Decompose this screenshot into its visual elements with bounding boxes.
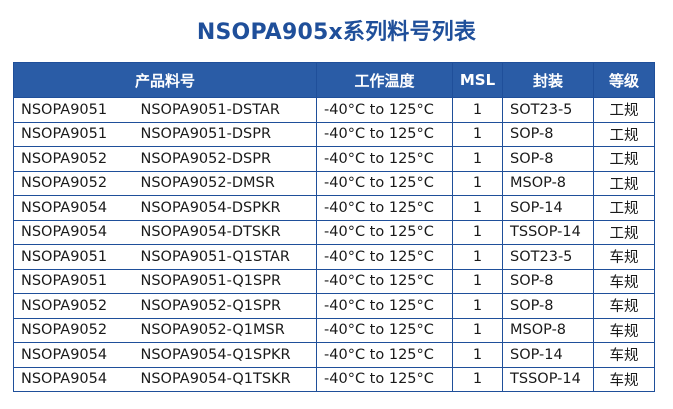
cell-msl: 1 <box>452 97 504 123</box>
cell-grade: 工规 <box>593 146 656 172</box>
cell-msl: 1 <box>452 244 504 270</box>
page-title: NSOPA905x系列料号列表 <box>196 20 477 45</box>
table-row: NSOPA9051 NSOPA9051-Q1SPR -40°C to 125°C… <box>13 268 656 294</box>
cell-part: NSOPA9052-DSPR <box>133 146 318 172</box>
part-number-table: 产品料号 工作温度 MSL 封装 等级 NSOPA9051 NSOPA9051-… <box>12 62 656 392</box>
cell-grade: 车规 <box>593 317 656 343</box>
cell-msl: 1 <box>452 170 504 196</box>
cell-series: NSOPA9054 <box>13 219 134 245</box>
header-msl: MSL <box>452 62 504 98</box>
cell-temp: -40°C to 125°C <box>316 121 454 147</box>
cell-msl: 1 <box>452 366 504 392</box>
cell-series: NSOPA9051 <box>13 121 134 147</box>
cell-package: SOP-8 <box>502 293 595 319</box>
cell-grade: 工规 <box>593 195 656 221</box>
cell-temp: -40°C to 125°C <box>316 195 454 221</box>
cell-package: TSSOP-14 <box>502 366 595 392</box>
header-temp: 工作温度 <box>316 62 454 98</box>
cell-package: SOT23-5 <box>502 97 595 123</box>
cell-temp: -40°C to 125°C <box>316 293 454 319</box>
cell-temp: -40°C to 125°C <box>316 342 454 368</box>
cell-temp: -40°C to 125°C <box>316 146 454 172</box>
cell-temp: -40°C to 125°C <box>316 97 454 123</box>
header-package: 封装 <box>502 62 595 98</box>
cell-series: NSOPA9054 <box>13 366 134 392</box>
cell-series: NSOPA9052 <box>13 170 134 196</box>
table-row: NSOPA9054 NSOPA9054-DTSKR -40°C to 125°C… <box>13 219 656 245</box>
cell-part: NSOPA9052-Q1SPR <box>133 293 318 319</box>
table-row: NSOPA9052 NSOPA9052-Q1SPR -40°C to 125°C… <box>13 293 656 319</box>
table-row: NSOPA9051 NSOPA9051-DSTAR -40°C to 125°C… <box>13 97 656 123</box>
cell-msl: 1 <box>452 219 504 245</box>
cell-msl: 1 <box>452 121 504 147</box>
cell-series: NSOPA9052 <box>13 146 134 172</box>
cell-grade: 工规 <box>593 219 656 245</box>
table-row: NSOPA9052 NSOPA9052-DSPR -40°C to 125°C … <box>13 146 656 172</box>
cell-part: NSOPA9054-Q1TSKR <box>133 366 318 392</box>
cell-msl: 1 <box>452 293 504 319</box>
cell-part: NSOPA9052-Q1MSR <box>133 317 318 343</box>
cell-series: NSOPA9052 <box>13 293 134 319</box>
cell-part: NSOPA9051-Q1SPR <box>133 268 318 294</box>
cell-grade: 工规 <box>593 97 656 123</box>
cell-package: SOP-14 <box>502 342 595 368</box>
cell-package: SOP-8 <box>502 146 595 172</box>
cell-series: NSOPA9051 <box>13 268 134 294</box>
cell-msl: 1 <box>452 146 504 172</box>
cell-series: NSOPA9051 <box>13 97 134 123</box>
cell-temp: -40°C to 125°C <box>316 366 454 392</box>
table-row: NSOPA9052 NSOPA9052-DMSR -40°C to 125°C … <box>13 170 656 196</box>
cell-grade: 车规 <box>593 244 656 270</box>
table-row: NSOPA9051 NSOPA9051-DSPR -40°C to 125°C … <box>13 121 656 147</box>
cell-part: NSOPA9054-DTSKR <box>133 219 318 245</box>
cell-part: NSOPA9051-DSPR <box>133 121 318 147</box>
header-part-number: 产品料号 <box>12 62 318 98</box>
table-row: NSOPA9052 NSOPA9052-Q1MSR -40°C to 125°C… <box>13 317 656 343</box>
cell-series: NSOPA9054 <box>13 195 134 221</box>
cell-package: TSSOP-14 <box>502 219 595 245</box>
table-header-row: 产品料号 工作温度 MSL 封装 等级 <box>12 62 656 98</box>
cell-temp: -40°C to 125°C <box>316 219 454 245</box>
cell-temp: -40°C to 125°C <box>316 244 454 270</box>
table-row: NSOPA9054 NSOPA9054-DSPKR -40°C to 125°C… <box>13 195 656 221</box>
cell-grade: 车规 <box>593 366 656 392</box>
cell-package: SOP-14 <box>502 195 595 221</box>
cell-part: NSOPA9051-Q1STAR <box>133 244 318 270</box>
cell-msl: 1 <box>452 342 504 368</box>
cell-part: NSOPA9054-DSPKR <box>133 195 318 221</box>
table-row: NSOPA9054 NSOPA9054-Q1TSKR -40°C to 125°… <box>13 366 656 392</box>
cell-grade: 工规 <box>593 170 656 196</box>
cell-package: MSOP-8 <box>502 170 595 196</box>
cell-temp: -40°C to 125°C <box>316 268 454 294</box>
cell-part: NSOPA9054-Q1SPKR <box>133 342 318 368</box>
cell-grade: 车规 <box>593 293 656 319</box>
cell-temp: -40°C to 125°C <box>316 317 454 343</box>
cell-msl: 1 <box>452 317 504 343</box>
cell-package: MSOP-8 <box>502 317 595 343</box>
cell-series: NSOPA9051 <box>13 244 134 270</box>
cell-package: SOP-8 <box>502 121 595 147</box>
cell-grade: 车规 <box>593 342 656 368</box>
cell-part: NSOPA9051-DSTAR <box>133 97 318 123</box>
cell-part: NSOPA9052-DMSR <box>133 170 318 196</box>
cell-grade: 车规 <box>593 268 656 294</box>
cell-msl: 1 <box>452 195 504 221</box>
cell-package: SOT23-5 <box>502 244 595 270</box>
table-row: NSOPA9051 NSOPA9051-Q1STAR -40°C to 125°… <box>13 244 656 270</box>
header-grade: 等级 <box>593 62 656 98</box>
table-row: NSOPA9054 NSOPA9054-Q1SPKR -40°C to 125°… <box>13 342 656 368</box>
cell-temp: -40°C to 125°C <box>316 170 454 196</box>
cell-msl: 1 <box>452 268 504 294</box>
cell-grade: 工规 <box>593 121 656 147</box>
cell-package: SOP-8 <box>502 268 595 294</box>
cell-series: NSOPA9052 <box>13 317 134 343</box>
cell-series: NSOPA9054 <box>13 342 134 368</box>
